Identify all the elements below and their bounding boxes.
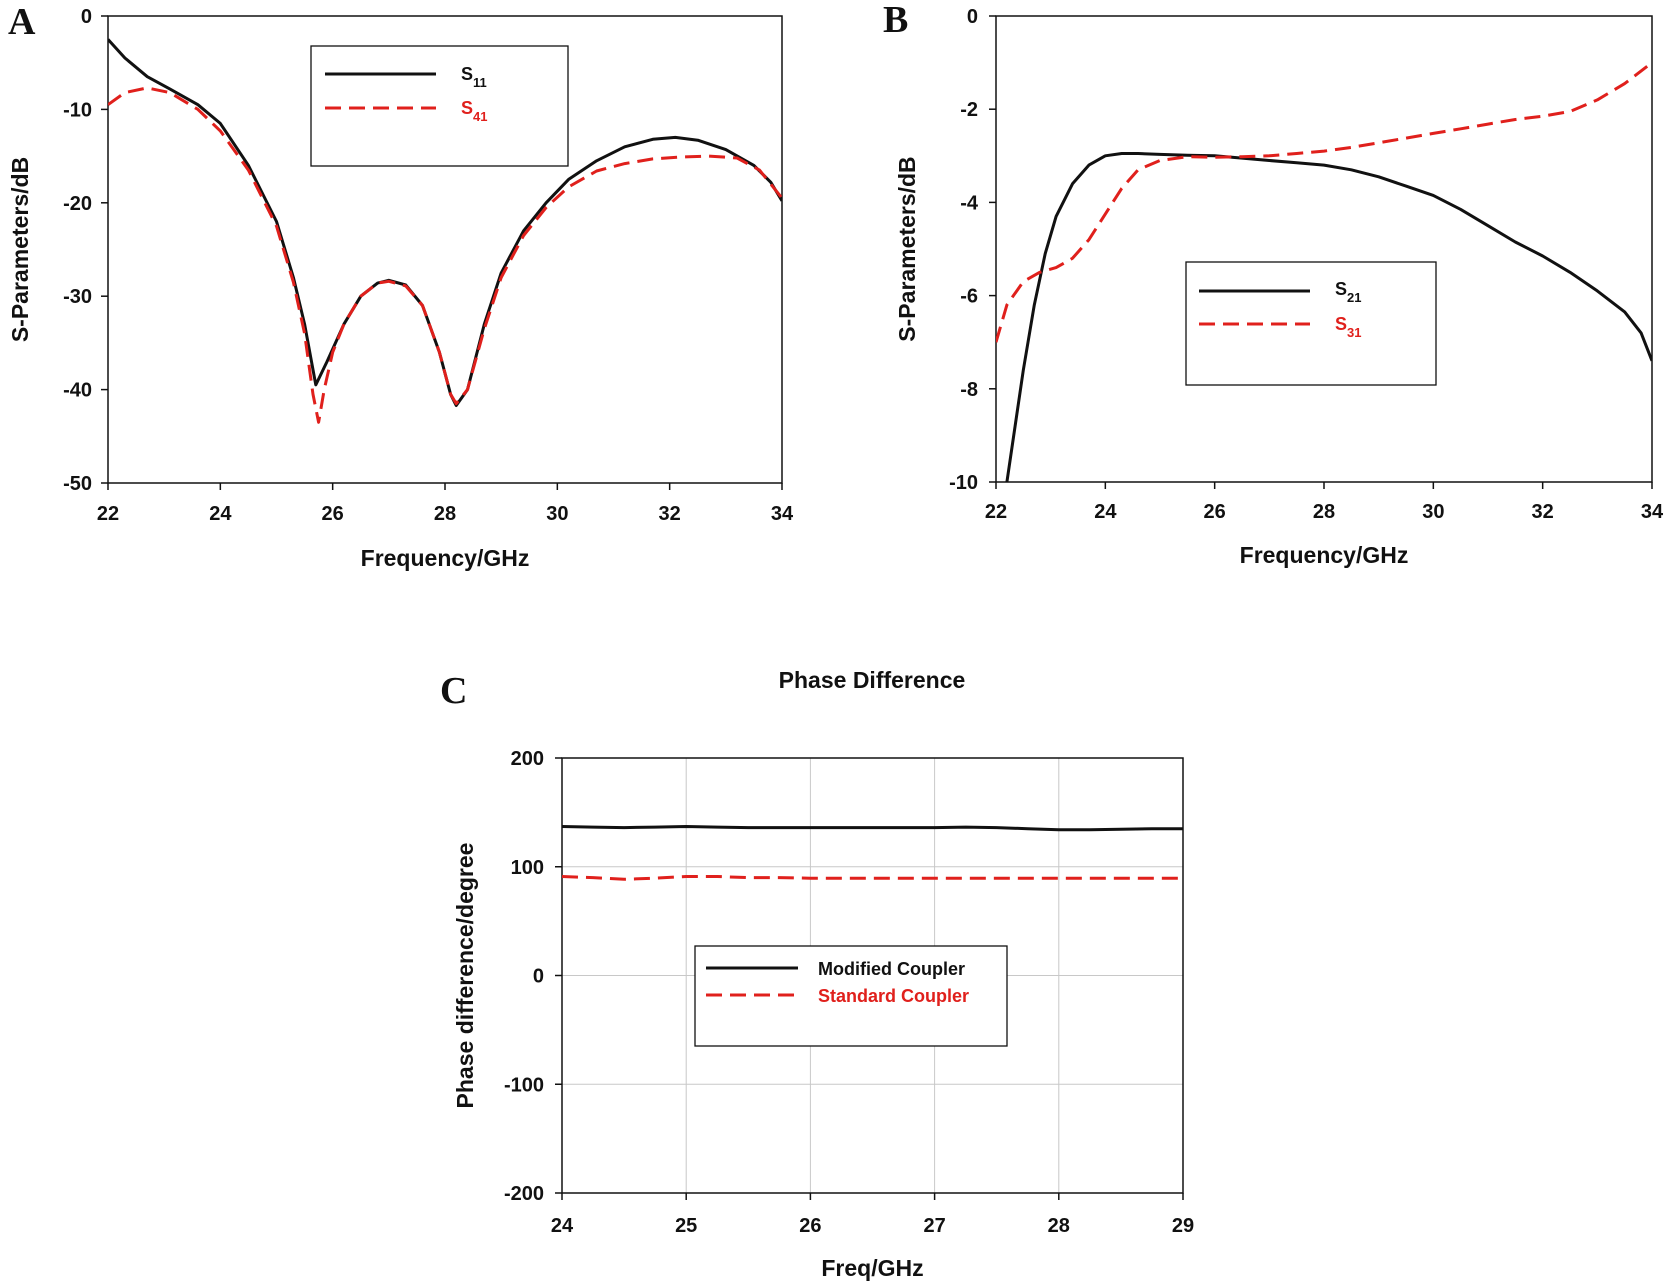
- chart-c: 24 25 26 27 28 29 200 100 0 -100 -200 Freq/GHz Phase…: [452, 667, 1194, 1281]
- x-tick-label: 22: [985, 501, 1007, 523]
- x-tick-label: 27: [923, 1215, 945, 1237]
- y-tick-label: -2: [960, 99, 978, 121]
- y-tick-label: -100: [504, 1074, 544, 1096]
- panel-label-a: A: [8, 1, 36, 43]
- chart-title: Phase Difference: [779, 667, 966, 693]
- x-tick-label: 30: [1422, 501, 1444, 523]
- x-tick-label: 34: [771, 503, 794, 525]
- y-tick-label: -8: [960, 379, 978, 401]
- legend-label: S41: [461, 98, 487, 124]
- x-tick-label: 26: [322, 503, 344, 525]
- x-tick-label: 24: [209, 503, 232, 525]
- y-tick-label: 100: [511, 857, 544, 879]
- legend: Modified Coupler Standard Coupler: [694, 945, 1008, 1047]
- series-line-standard-coupler: [562, 875, 1183, 881]
- x-tick-label: 24: [551, 1215, 574, 1237]
- x-tick-label: 28: [1048, 1215, 1070, 1237]
- legend-label: Modified Coupler: [818, 959, 965, 979]
- x-tick-label: 22: [97, 503, 119, 525]
- series-line-modified-coupler: [562, 825, 1183, 832]
- legend-label-sub: 21: [1347, 290, 1361, 305]
- x-axis-label: Freq/GHz: [821, 1255, 923, 1281]
- chart-b: 22 24 26 28 30 32 34 0 -2 -4 -6 -8 -10 Frequency/GHz S…: [894, 6, 1664, 568]
- legend-label: S21: [1335, 279, 1361, 305]
- legend-label-base: S: [1335, 314, 1347, 334]
- x-tick-label: 32: [1532, 501, 1554, 523]
- legend-label-base: S: [461, 98, 473, 118]
- x-axis-label: Frequency/GHz: [361, 545, 530, 571]
- series-line-s31: [996, 61, 1652, 343]
- legend-box: [310, 45, 569, 167]
- y-axis-label: S-Parameters/dB: [894, 156, 920, 341]
- y-axis-label: S-Parameters/dB: [7, 157, 33, 342]
- legend-label-base: S: [1335, 279, 1347, 299]
- y-tick-label: -30: [63, 286, 92, 308]
- y-tick-label: -6: [960, 286, 978, 308]
- x-tick-label: 29: [1172, 1215, 1194, 1237]
- legend-label-base: S: [461, 64, 473, 84]
- x-tick-label: 26: [1204, 501, 1226, 523]
- y-tick-label: 0: [967, 6, 978, 28]
- y-tick-label: -4: [960, 192, 979, 214]
- y-tick-label: -10: [949, 472, 978, 494]
- plot-frame: [995, 15, 1653, 483]
- x-tick-label: 26: [799, 1215, 821, 1237]
- legend-label: S31: [1335, 314, 1361, 340]
- x-tick-label: 34: [1641, 501, 1664, 523]
- panel-label-b: B: [883, 0, 908, 41]
- panel-label-c: C: [440, 670, 467, 712]
- x-tick-label: 32: [659, 503, 681, 525]
- x-tick-label: 25: [675, 1215, 697, 1237]
- x-axis-label: Frequency/GHz: [1240, 542, 1409, 568]
- legend-label-sub: 41: [473, 109, 487, 124]
- y-tick-label: -200: [504, 1183, 544, 1205]
- y-tick-label: -20: [63, 193, 92, 215]
- y-tick-label: 0: [533, 966, 544, 988]
- legend-label-sub: 31: [1347, 325, 1361, 340]
- x-tick-label: 28: [1313, 501, 1335, 523]
- y-tick-label: -50: [63, 473, 92, 495]
- legend-label: Standard Coupler: [818, 986, 969, 1006]
- x-tick-label: 30: [546, 503, 568, 525]
- y-tick-label: 0: [81, 6, 92, 28]
- y-tick-label: -10: [63, 99, 92, 121]
- legend-label: S11: [461, 64, 487, 90]
- y-tick-label: -40: [63, 380, 92, 402]
- y-axis-label: Phase difference/degree: [452, 843, 478, 1109]
- legend-box: [694, 945, 1008, 1047]
- legend-label-sub: 11: [473, 75, 487, 90]
- y-tick-label: 200: [511, 748, 544, 770]
- series-line-s21: [1005, 152, 1652, 482]
- series-line-s41: [108, 86, 782, 424]
- x-tick-label: 24: [1094, 501, 1117, 523]
- x-tick-label: 28: [434, 503, 456, 525]
- chart-a: 22 24 26 28 30 32 34 0 -10 -20 -30 -40 -50 Frequency/…: [7, 6, 794, 571]
